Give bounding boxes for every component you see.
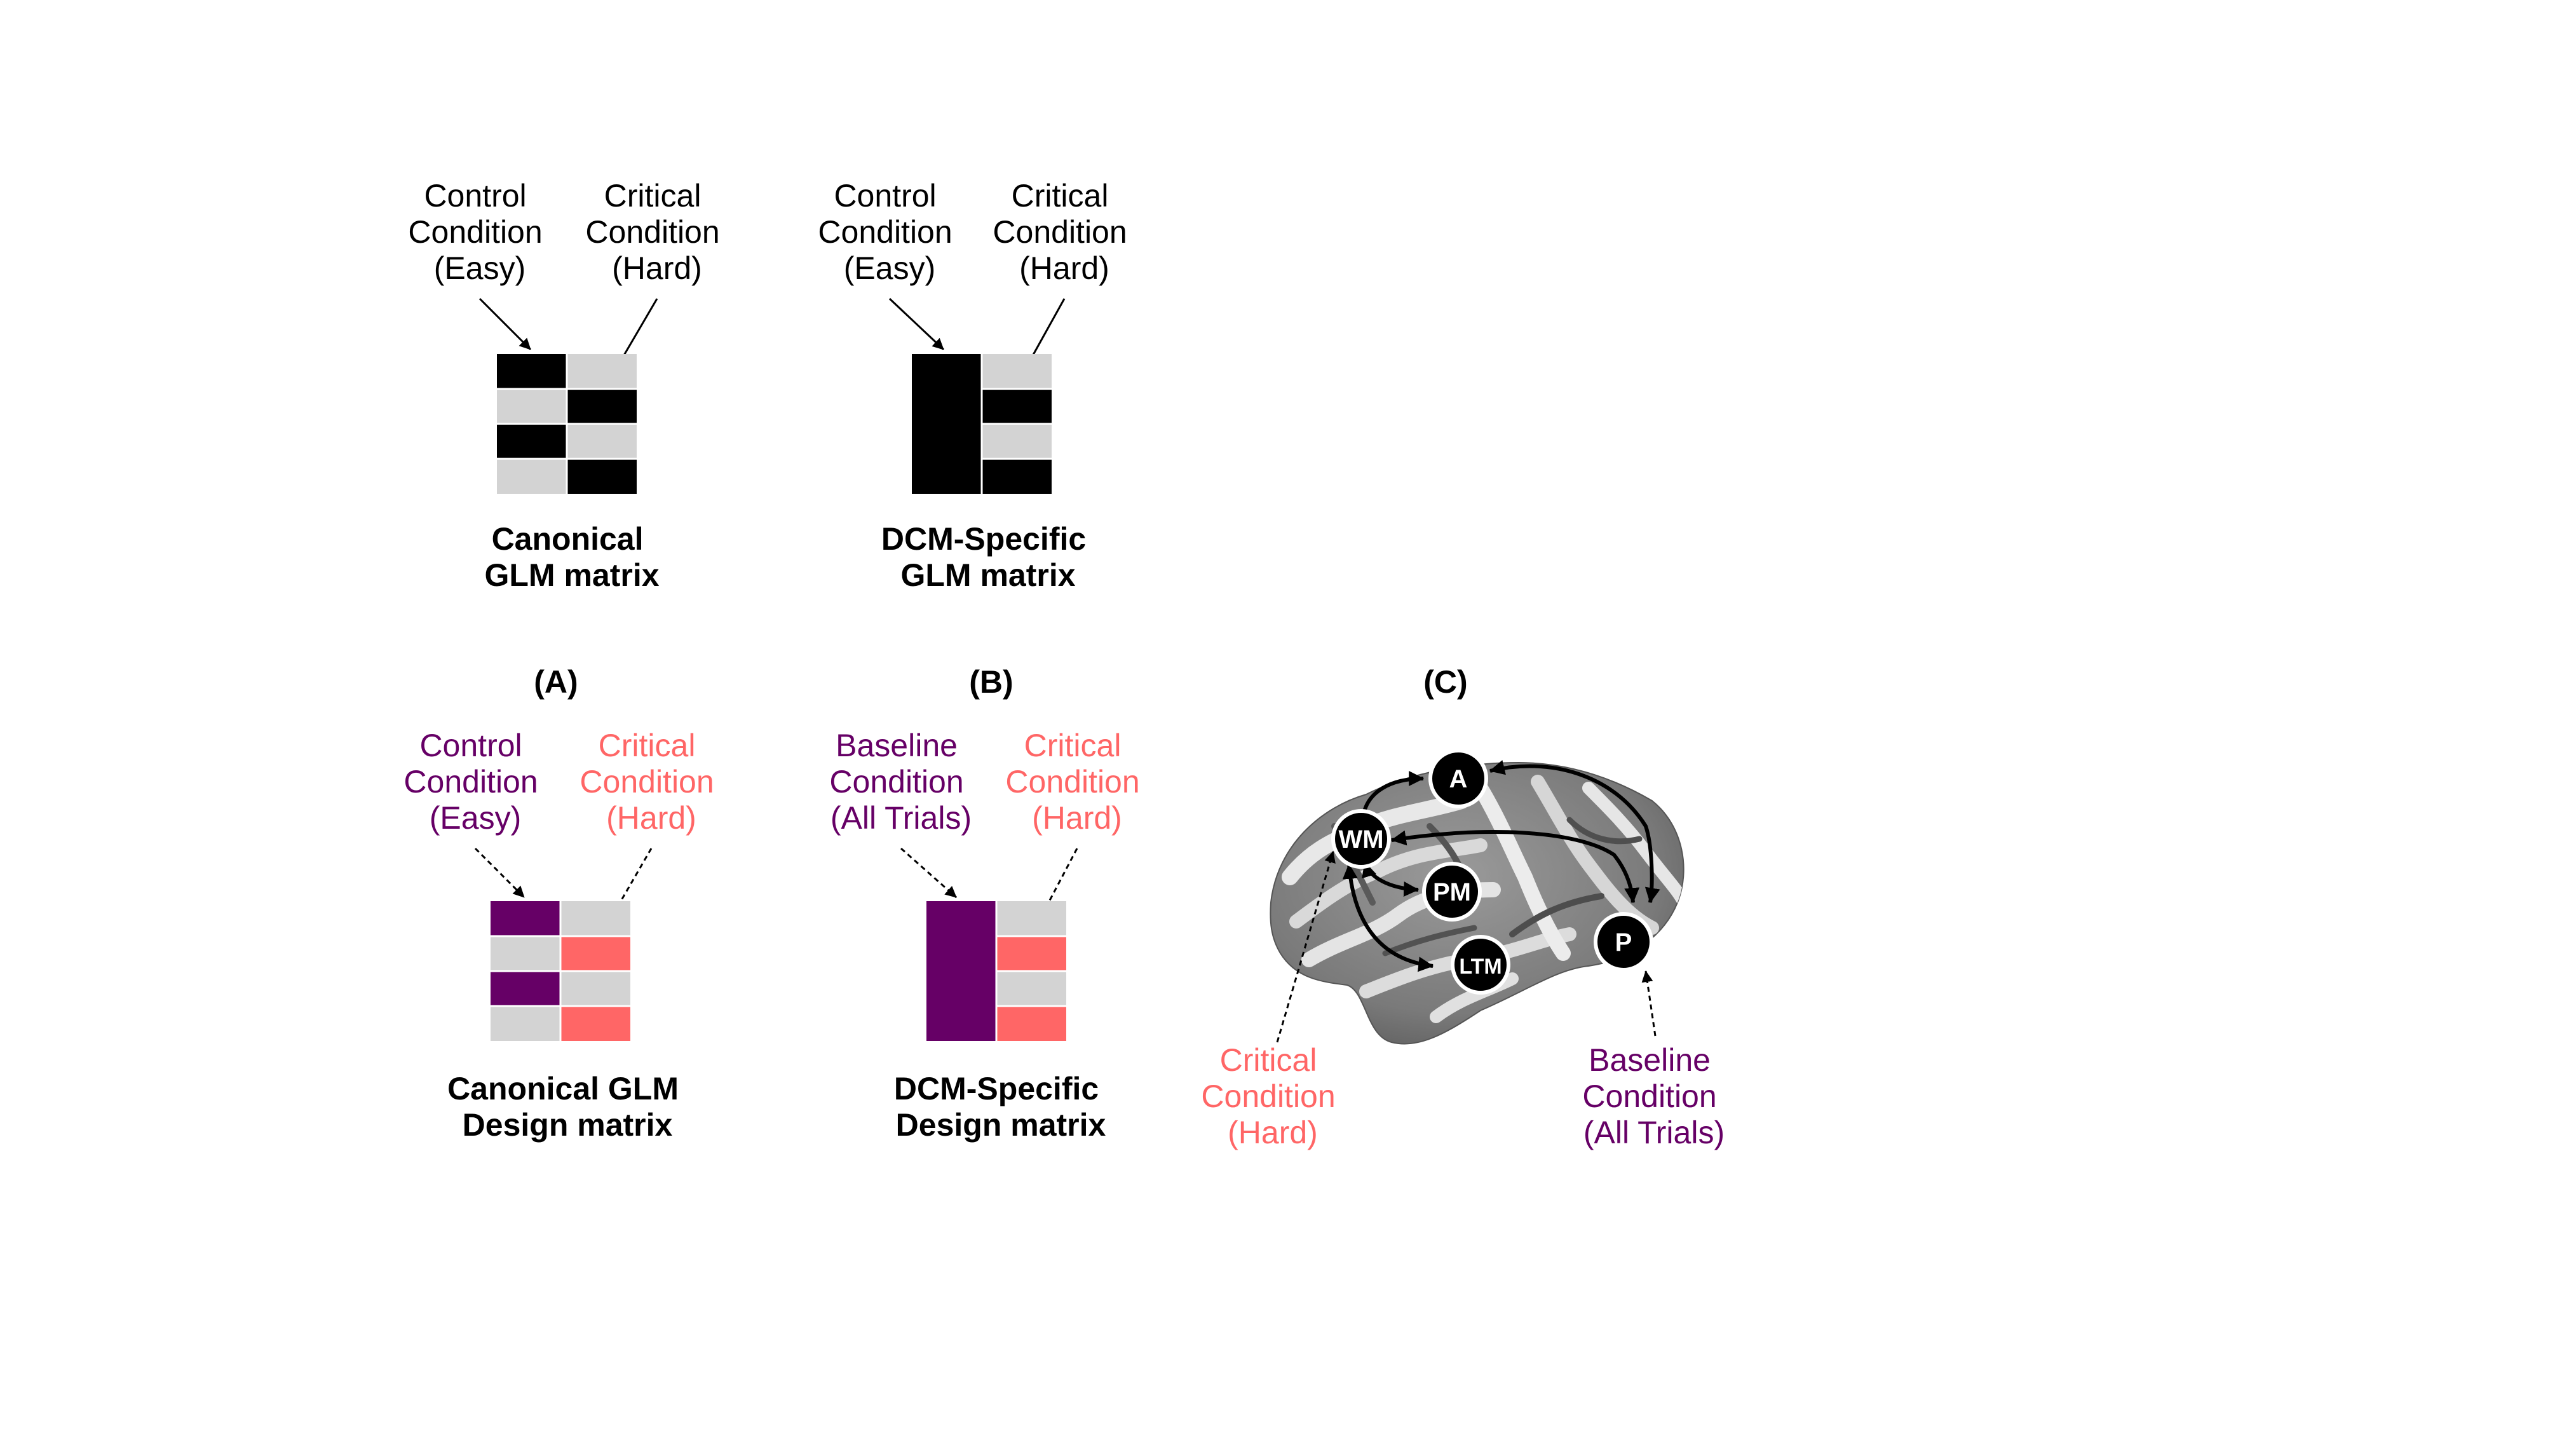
edge-wm-p (1390, 830, 1640, 904)
baseline-input-arrow (1641, 970, 1657, 1037)
panel-a-title: Canonical GLM Design matrix (447, 1071, 688, 1143)
panel-a-control-label: Control Condition (Easy) (403, 728, 546, 836)
top-left-matrix-cells (497, 354, 637, 494)
panel-c-critical-label: Critical Condition (Hard) (1201, 1042, 1344, 1150)
node-ltm: LTM (1451, 935, 1510, 995)
panel-label-b: (B) (969, 664, 1013, 700)
panel-a-critical-label: Critical Condition (Hard) (580, 728, 722, 836)
top-left-control-label: Control Condition (Easy) (408, 178, 551, 286)
panel-b-baseline-label: Baseline Condition (All Trials) (829, 728, 972, 836)
edge-a-p (1489, 759, 1660, 904)
top-left-control-arrow (478, 297, 532, 351)
panel-a-canonical-design-matrix: Control Condition (Easy) Critical Condit… (403, 728, 722, 1143)
edge-wm-ltm (1342, 863, 1434, 972)
panel-c-baseline-label: Baseline Condition (All Trials) (1582, 1042, 1725, 1150)
top-left-glm-matrix: Control Condition (Easy) Critical Condit… (408, 178, 728, 593)
top-left-title: Canonical GLM matrix (484, 521, 659, 593)
top-middle-control-arrow (888, 297, 945, 351)
node-p: P (1594, 912, 1653, 972)
panel-b-critical-label: Critical Condition (Hard) (1005, 728, 1148, 836)
network-connections (1342, 759, 1660, 972)
top-middle-glm-matrix: Control Condition (Easy) Critical Condit… (818, 178, 1135, 593)
panel-b-dcm-design-matrix: Baseline Condition (All Trials) Critical… (829, 728, 1148, 1143)
panel-a-control-arrow (474, 847, 525, 899)
svg-text:A: A (1449, 765, 1468, 793)
node-pm: PM (1422, 862, 1482, 922)
top-middle-critical-label: Critical Condition (Hard) (993, 178, 1135, 286)
top-middle-control-label: Control Condition (Easy) (818, 178, 961, 286)
svg-text:WM: WM (1338, 826, 1383, 854)
panel-b-baseline-arrow (900, 847, 957, 899)
svg-text:P: P (1615, 929, 1632, 956)
svg-text:PM: PM (1433, 878, 1471, 906)
panel-b-matrix-cells (926, 901, 1066, 1041)
panel-a-matrix-cells (491, 901, 630, 1041)
panel-b-title: DCM-Specific Design matrix (894, 1071, 1108, 1143)
top-middle-matrix-cells (912, 354, 1052, 494)
top-left-critical-label: Critical Condition (Hard) (585, 178, 728, 286)
panel-b-critical-arrow (1031, 848, 1078, 934)
critical-input-arrow (1276, 851, 1336, 1043)
panel-label-a: (A) (534, 664, 578, 700)
panel-label-c: (C) (1423, 664, 1467, 700)
top-middle-title: DCM-Specific GLM matrix (881, 521, 1095, 593)
node-a: A (1428, 749, 1488, 808)
panel-c-brain-network: A WM PM LTM P Critical Condition (Hard) … (1201, 749, 1725, 1150)
node-wm: WM (1331, 809, 1391, 869)
svg-text:LTM: LTM (1459, 955, 1502, 979)
